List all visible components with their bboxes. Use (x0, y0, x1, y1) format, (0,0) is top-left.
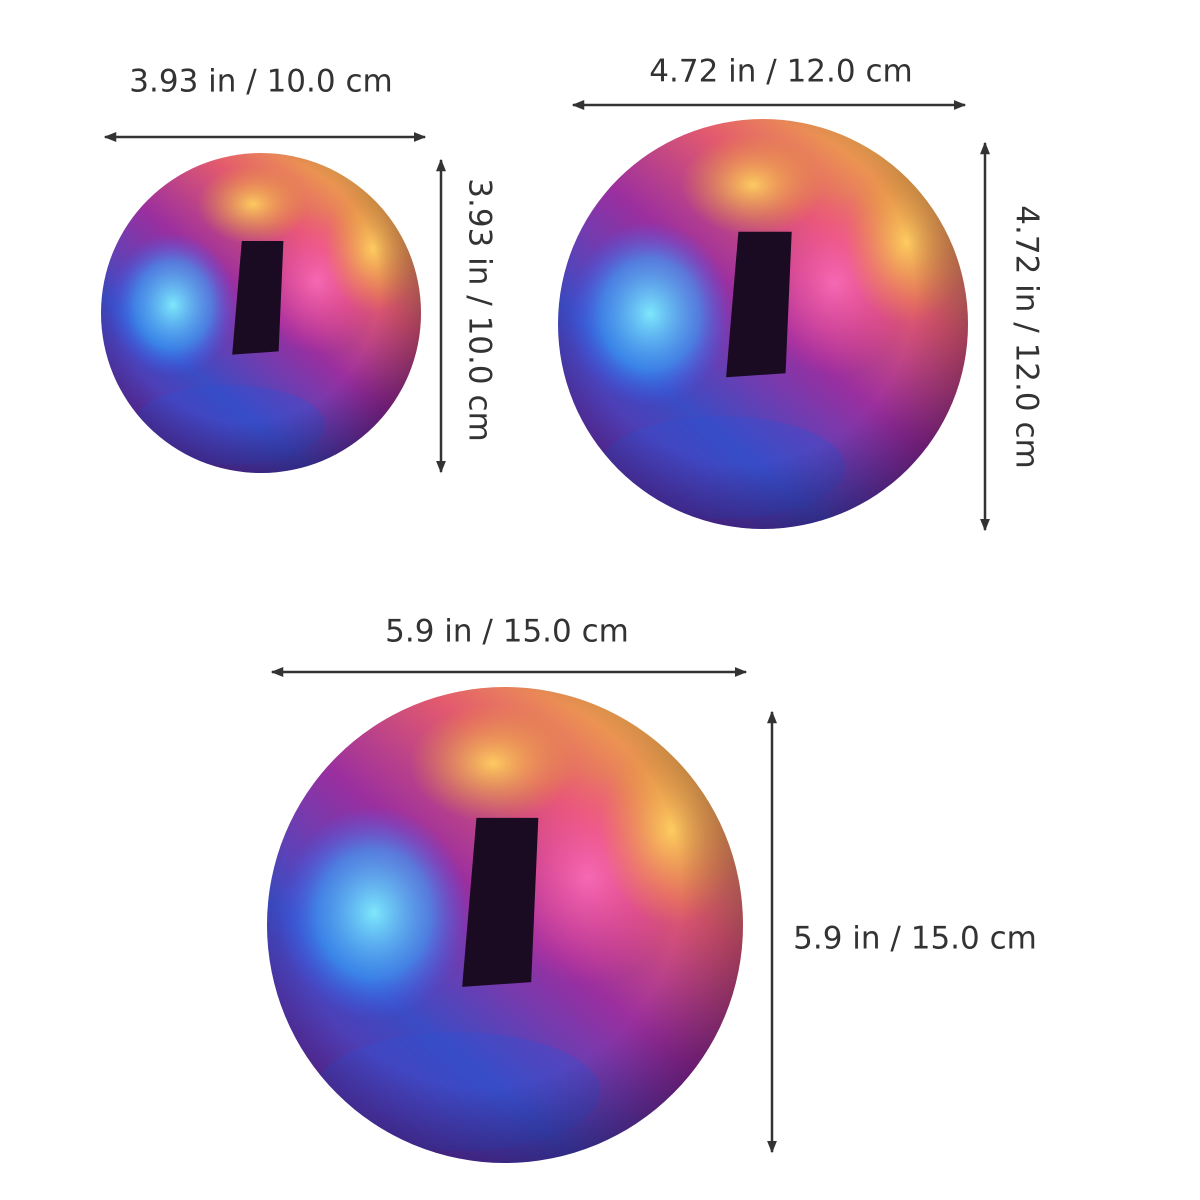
sphere-large (267, 687, 743, 1163)
height-label: 3.93 in / 10.0 cm (462, 178, 498, 441)
width-label: 4.72 in / 12.0 cm (649, 54, 912, 90)
height-label: 5.9 in / 15.0 cm (793, 921, 1037, 957)
sphere-medium (558, 119, 968, 529)
width-label: 5.9 in / 15.0 cm (385, 614, 629, 650)
height-label: 4.72 in / 12.0 cm (1009, 205, 1045, 468)
sphere-small (101, 153, 421, 473)
width-label: 3.93 in / 10.0 cm (129, 64, 392, 100)
